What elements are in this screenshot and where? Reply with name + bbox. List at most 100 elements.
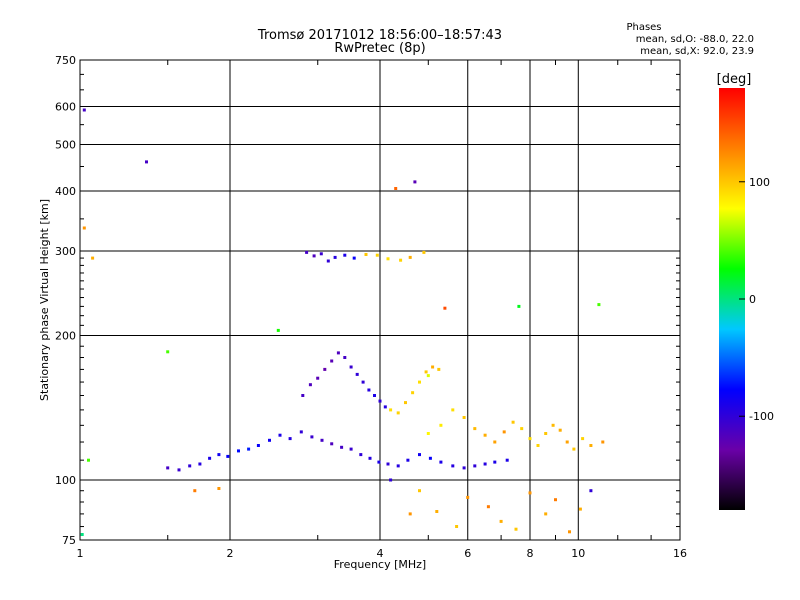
data-point [367,388,371,392]
data-point [383,405,387,409]
data-point [368,456,372,460]
data-point [551,423,555,427]
data-point [578,507,582,511]
data-point [520,427,524,431]
y-tick-label: 200 [55,330,76,343]
axis-ticks: 1 2 4 6 8 10 16 75 100 200 300 400 500 600 750 [55,54,687,560]
x-tick-label: 10 [571,547,585,560]
data-point [377,460,381,464]
data-point [589,489,593,493]
data-point [349,447,353,451]
data-point [431,365,435,369]
data-point [565,440,569,444]
data-point [581,437,585,441]
data-point [237,449,240,453]
data-point [359,453,363,457]
data-point [404,401,407,405]
data-point [378,399,382,403]
data-point [87,458,90,462]
colorbar-tick-label: 0 [749,293,756,306]
x-tick-label: 16 [673,547,687,560]
data-point [455,525,459,528]
data-point [443,306,447,310]
data-point [278,433,282,437]
data-point [166,350,170,354]
data-point [91,256,95,260]
y-tick-label: 100 [55,474,76,487]
data-point [256,444,260,447]
x-tick-label: 4 [377,547,384,560]
data-point [568,530,571,534]
data-point [312,254,316,258]
y-tick-label: 400 [55,185,76,198]
data-point [352,256,356,260]
data-point [389,478,393,482]
data-point [505,458,509,462]
data-point [330,359,334,363]
colorbar-ticks: 100 0 -100 [739,176,774,423]
data-point [426,374,430,378]
data-point [511,420,515,424]
data-point [418,453,421,457]
data-point [451,408,455,412]
data-point [208,456,212,460]
data-point [319,252,323,256]
x-tick-label: 2 [227,547,234,560]
data-point [589,444,593,447]
data-point [330,442,334,446]
data-point [333,255,337,259]
data-point [483,462,487,466]
data-point [572,447,576,451]
data-point [439,460,443,464]
grid-lines [80,60,680,540]
phases-line-o: mean, sd,O: -88.0, 22.0 [636,34,754,45]
data-point [437,367,441,371]
data-point [323,367,327,371]
data-point [422,250,426,254]
y-tick-label: 600 [55,101,76,114]
data-point [82,108,86,112]
data-point [301,394,305,397]
data-point [473,464,477,468]
data-point [466,495,470,499]
data-point [326,259,330,263]
data-point [217,487,221,490]
colorbar-tick-label: 100 [749,176,770,189]
data-point [80,533,84,536]
data-point [536,444,540,447]
data-point [247,447,251,451]
chart-title: Tromsø 20171012 18:56:00–18:57:43 [257,28,502,43]
data-point [411,391,415,395]
data-point [343,253,347,257]
data-point [349,365,353,369]
data-point [426,432,430,435]
data-point [428,456,432,460]
y-tick-label: 75 [62,534,76,547]
data-point [502,430,506,434]
data-point [558,428,562,432]
data-point [193,489,197,493]
chart-subtitle: RwPretec (8p) [334,41,425,56]
data-point [375,253,379,257]
data-points [80,108,605,536]
data-point [198,462,202,466]
y-tick-label: 750 [55,54,76,67]
data-point [373,394,376,397]
data-point [399,258,403,262]
data-point [418,489,421,493]
data-point [82,226,86,230]
data-point [320,438,324,442]
colorbar: [deg] 100 0 -100 [717,72,774,510]
phases-header: Phases [626,22,661,33]
colorbar-label: [deg] [717,72,752,87]
y-axis-label: Stationary phase Virtual Height [km] [38,199,51,401]
x-tick-label: 1 [77,547,84,560]
data-point [364,253,368,256]
data-point [528,437,532,441]
data-point [418,380,421,384]
x-tick-label: 6 [464,547,471,560]
data-point [305,250,309,254]
data-point [544,432,548,435]
data-point [177,468,181,472]
